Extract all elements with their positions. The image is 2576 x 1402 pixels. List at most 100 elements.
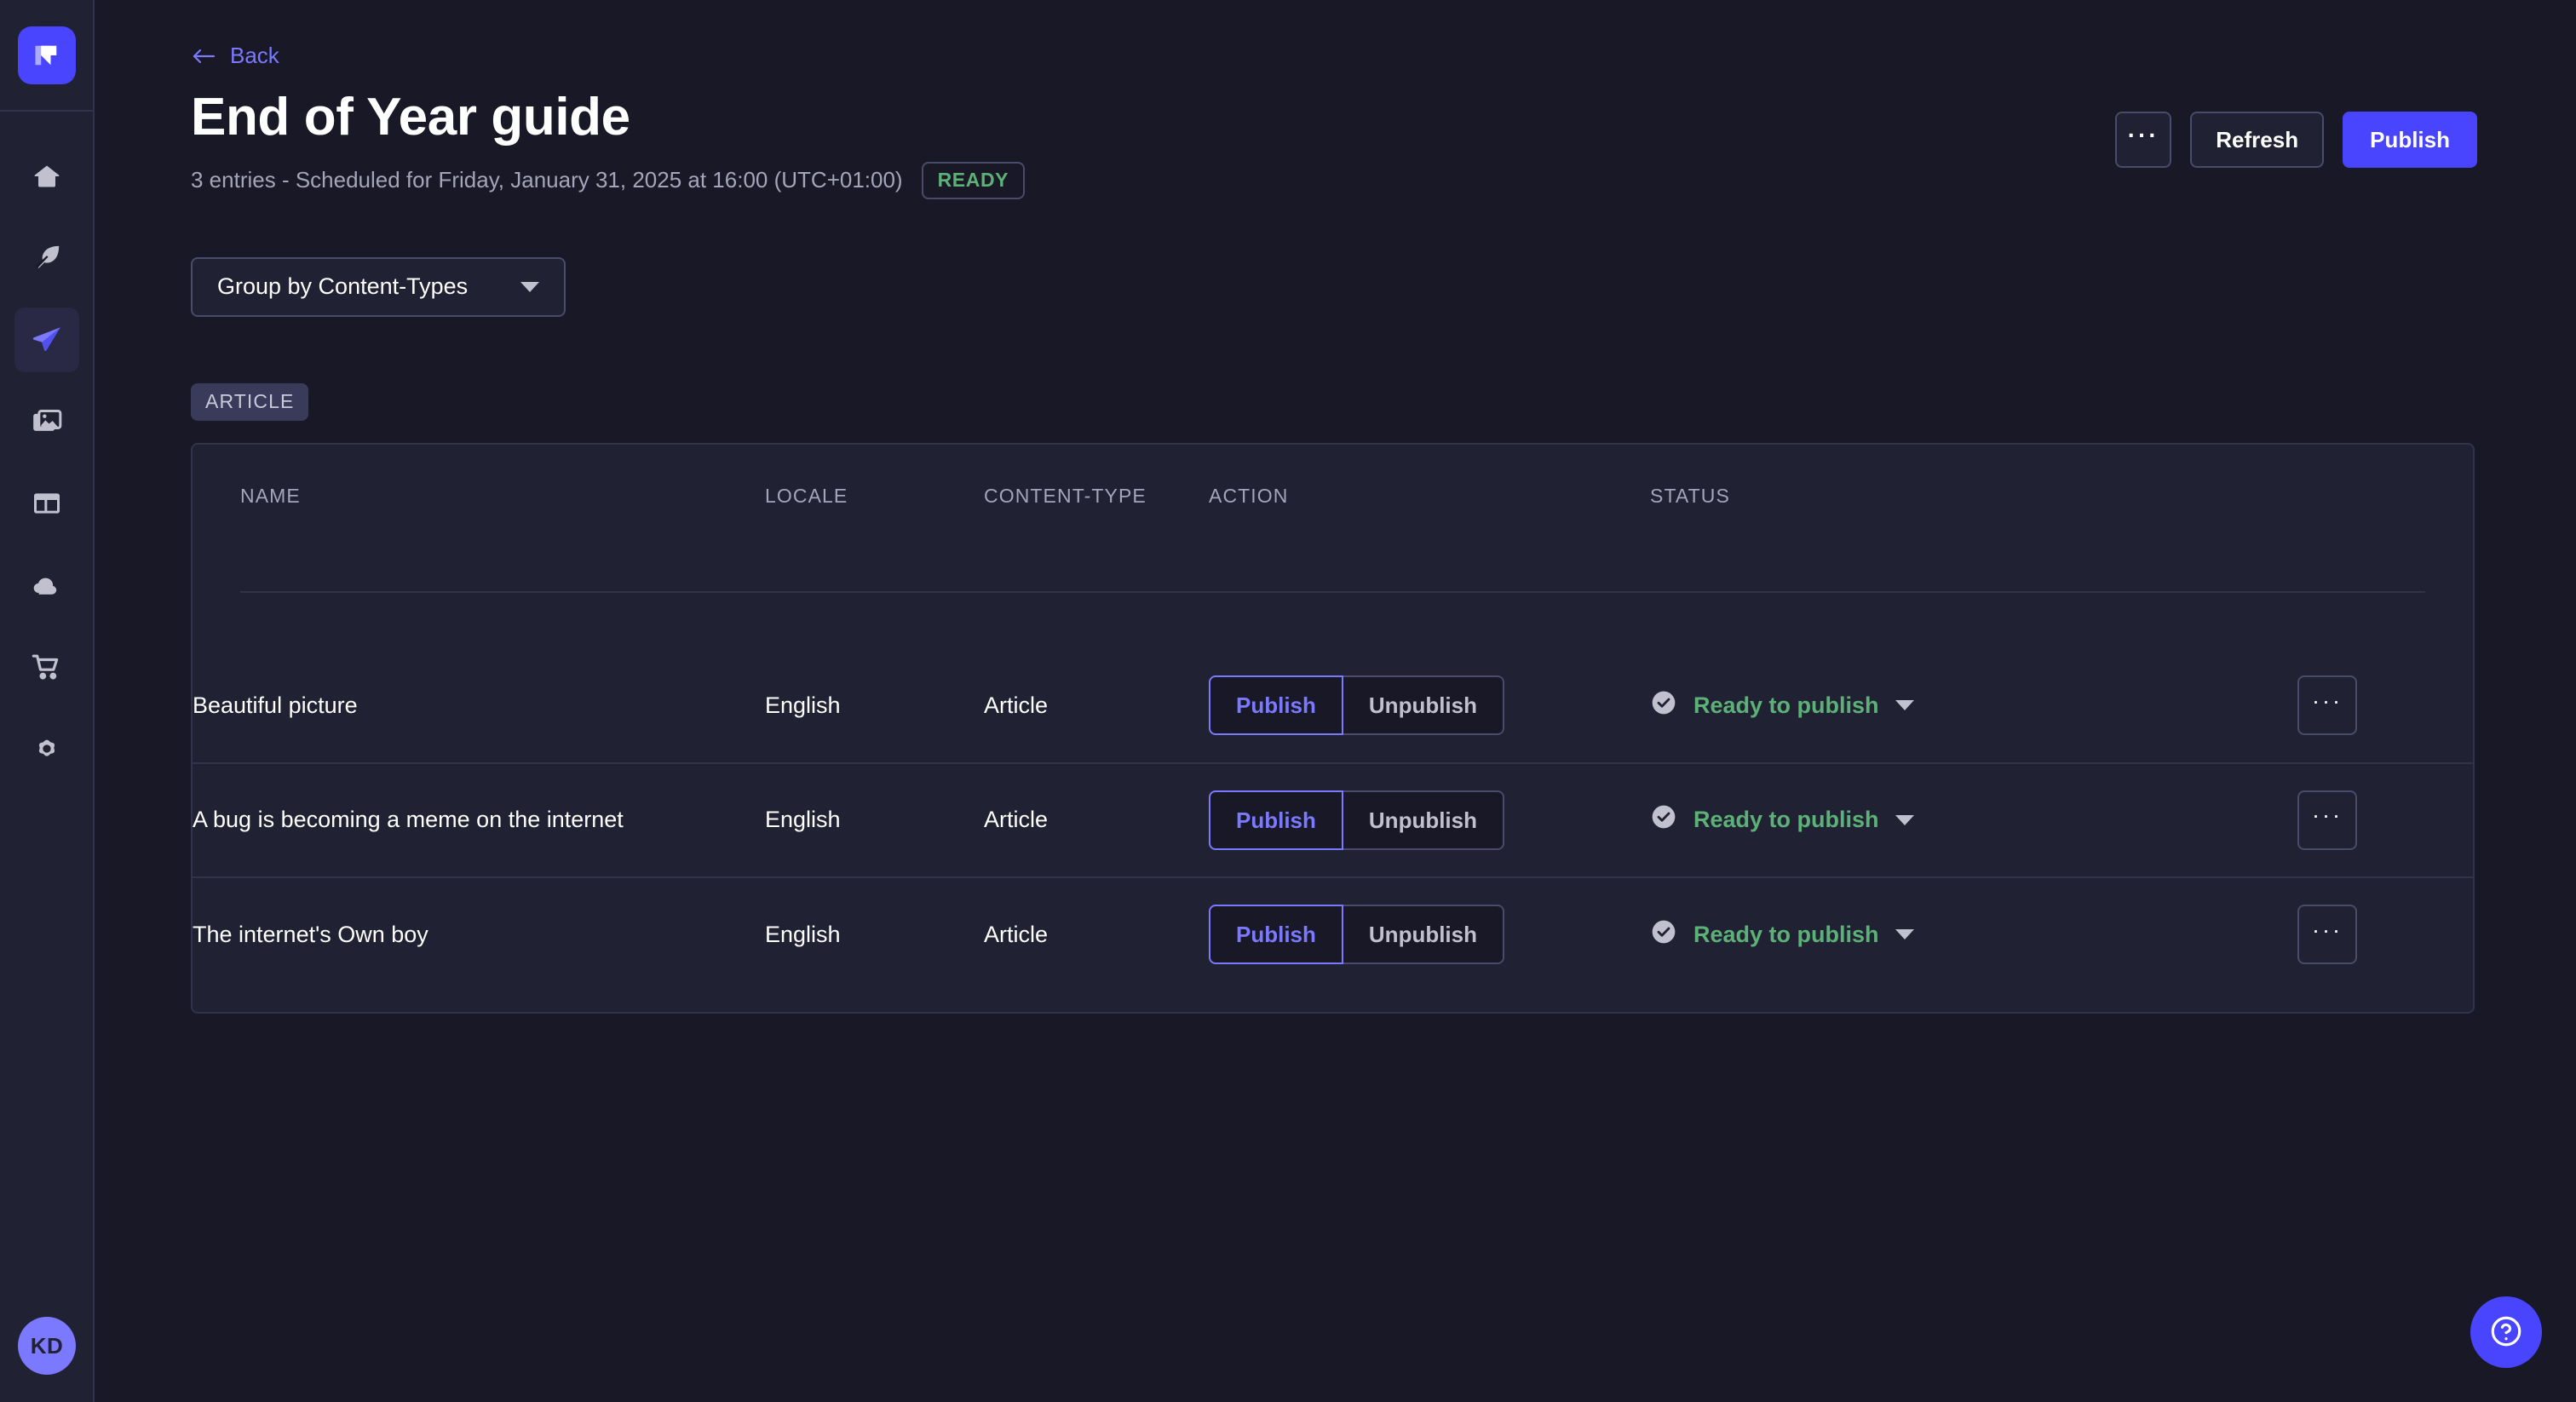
cell-action: Publish Unpublish [1209,648,1650,764]
content-type-chip: ARTICLE [191,382,309,421]
feather-icon [30,241,64,275]
row-more-button[interactable]: ··· [2297,675,2357,736]
page-subtitle-row: 3 entries - Scheduled for Friday, Januar… [191,161,1026,199]
main-sidebar: KD [0,0,95,1402]
strapi-logo[interactable] [17,26,76,84]
cell-row-actions: ··· [2297,648,2473,764]
table-head: NAME LOCALE CONTENT-TYPE ACTION STATUS [193,445,2473,535]
row-publish-button[interactable]: Publish [1209,905,1343,965]
row-unpublish-button[interactable]: Unpublish [1343,905,1504,965]
cell-action: Publish Unpublish [1209,877,1650,991]
cell-locale: English [765,921,841,947]
table-header-row: NAME LOCALE CONTENT-TYPE ACTION STATUS [193,445,2473,535]
cell-row-actions: ··· [2297,877,2473,991]
cell-locale: English [765,762,984,878]
sidebar-item-content-type-builder[interactable] [14,471,79,536]
cell-status: Ready to publish [1650,762,2297,878]
group-by-label: Group by Content-Types [217,273,469,300]
cell-content-type: Article [984,762,1209,878]
releases-table-card: NAME LOCALE CONTENT-TYPE ACTION STATUS [191,442,2475,1014]
sidebar-item-releases[interactable] [14,307,79,372]
table-header-divider [193,535,2473,649]
column-header-action: ACTION [1209,484,1289,507]
chevron-down-icon [1895,814,1914,825]
avatar[interactable]: KD [18,1317,76,1375]
row-more-button[interactable]: ··· [2297,790,2357,850]
question-mark-circle-icon [2488,1313,2524,1352]
row-unpublish-button[interactable]: Unpublish [1343,790,1504,850]
row-publish-button[interactable]: Publish [1209,675,1343,736]
row-more-button[interactable]: ··· [2297,905,2357,965]
cell-name: A bug is becoming a meme on the internet [193,762,765,878]
publish-button[interactable]: Publish [2343,111,2477,168]
status-badge: READY [921,161,1026,199]
column-header-name: NAME [240,484,301,507]
avatar-initials: KD [30,1332,64,1359]
check-circle-icon [1650,689,1677,722]
home-icon [30,159,64,193]
status-label: Ready to publish [1693,807,1879,833]
sidebar-item-marketplace[interactable] [14,635,79,699]
cell-locale: English [765,648,984,764]
layout-icon [30,486,64,520]
cell-status: Ready to publish [1650,648,2297,764]
status-dropdown[interactable]: Ready to publish [1650,803,1914,836]
table-row: A bug is becoming a meme on the internet… [193,762,2473,878]
chevron-down-icon [520,281,539,292]
arrow-left-icon [191,46,216,66]
status-dropdown[interactable]: Ready to publish [1650,918,1914,951]
more-actions-button[interactable]: ··· [2115,111,2172,168]
row-publish-button[interactable]: Publish [1209,790,1343,850]
chevron-down-icon [1895,929,1914,940]
cell-name: Beautiful picture [193,648,765,764]
publish-toggle-group: Publish Unpublish [1209,675,1504,736]
releases-table: NAME LOCALE CONTENT-TYPE ACTION STATUS [193,445,2473,991]
row-unpublish-button[interactable]: Unpublish [1343,675,1504,736]
status-label: Ready to publish [1693,692,1879,718]
chevron-down-icon [1895,700,1914,711]
publish-toggle-group: Publish Unpublish [1209,905,1504,965]
check-circle-icon [1650,918,1677,951]
cell-status: Ready to publish [1650,877,2297,991]
cell-content-type: Article [984,648,1209,764]
sidebar-item-settings[interactable] [14,716,79,781]
status-label: Ready to publish [1693,921,1879,947]
sidebar-item-media-library[interactable] [14,389,79,454]
table-row: Beautiful picture English Article Publis… [193,648,2473,764]
page-header-text: End of Year guide 3 entries - Scheduled … [191,87,1026,199]
divider [240,590,2425,593]
shopping-cart-icon [30,650,64,684]
sidebar-logo-area [0,0,93,112]
table-row: The internet's Own boy English Article P… [193,877,2473,991]
sidebar-item-content-manager[interactable] [14,226,79,290]
header-actions: ··· Refresh Publish [2115,111,2477,168]
help-button[interactable] [2470,1296,2542,1368]
cell-name: The internet's Own boy [193,921,428,947]
column-header-status: STATUS [1650,484,1730,507]
check-circle-icon [1650,803,1677,836]
column-header-actions-menu [2297,445,2473,535]
group-by-select[interactable]: Group by Content-Types [191,256,566,317]
status-dropdown[interactable]: Ready to publish [1650,689,1914,722]
page-subtitle: 3 entries - Scheduled for Friday, Januar… [191,167,903,193]
column-header-locale: LOCALE [765,484,848,507]
cell-content-type: Article [984,921,1049,947]
cell-action: Publish Unpublish [1209,762,1650,878]
back-link[interactable]: Back [191,43,279,69]
cell-row-actions: ··· [2297,762,2473,878]
page-title: End of Year guide [191,87,630,147]
publish-toggle-group: Publish Unpublish [1209,790,1504,850]
refresh-button[interactable]: Refresh [2190,111,2325,168]
images-icon [30,405,64,439]
paper-plane-icon [30,323,64,357]
sidebar-item-cloud[interactable] [14,553,79,618]
sidebar-nav [14,144,79,781]
gear-icon [30,732,64,766]
back-label: Back [230,43,279,68]
cloud-icon [30,568,64,602]
column-header-content-type: CONTENT-TYPE [984,484,1147,507]
content-wrapper: Back End of Year guide 3 entries - Sched… [95,0,2576,1014]
sidebar-item-home[interactable] [14,144,79,209]
table-body: Beautiful picture English Article Publis… [193,535,2473,991]
